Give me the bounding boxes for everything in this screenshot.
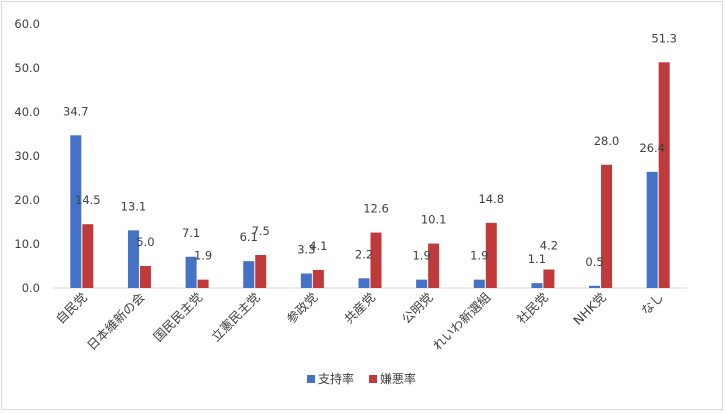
bar-dislike <box>312 269 324 288</box>
y-tick-label: 10.0 <box>14 237 40 251</box>
data-label: 10.1 <box>421 213 447 227</box>
legend: 支持率 嫌悪率 <box>307 371 416 386</box>
bar-support <box>416 279 428 288</box>
category-label: NHK党 <box>570 290 609 329</box>
data-label: 4.2 <box>540 239 558 253</box>
bar-support <box>185 256 197 288</box>
bar-support <box>531 283 543 288</box>
data-label: 28.0 <box>594 134 620 148</box>
bar-dislike <box>197 279 209 288</box>
category-label: 参政党 <box>283 290 320 327</box>
y-tick-label: 0.0 <box>22 281 40 295</box>
y-tick-label: 60.0 <box>14 17 40 31</box>
legend-label: 支持率 <box>318 371 354 386</box>
bar-dislike <box>428 243 440 288</box>
legend-swatch <box>369 375 377 383</box>
data-label: 2.2 <box>355 247 373 261</box>
bar-dislike <box>601 164 613 288</box>
data-label: 14.8 <box>478 192 504 206</box>
legend-swatch <box>307 375 315 383</box>
bar-dislike <box>658 62 670 288</box>
bar-support <box>358 278 370 288</box>
data-label: 1.9 <box>470 249 488 263</box>
data-label: 7.5 <box>252 224 270 238</box>
bar-support <box>243 261 255 288</box>
data-label: 7.1 <box>182 226 200 240</box>
category-label: 社民党 <box>514 290 551 327</box>
y-tick-label: 20.0 <box>14 193 40 207</box>
data-label: 13.1 <box>121 199 147 213</box>
y-axis-ticks: 0.0 10.0 20.0 30.0 40.0 50.0 60.0 <box>14 17 40 295</box>
data-label: 4.1 <box>309 239 327 253</box>
y-tick-label: 40.0 <box>14 105 40 119</box>
bar-dislike <box>139 266 151 288</box>
data-label: 34.7 <box>63 104 89 118</box>
category-label: 国民民主党 <box>150 290 205 345</box>
bar-dislike <box>255 255 267 288</box>
bars-group <box>70 62 670 288</box>
data-label: 12.6 <box>363 202 389 216</box>
bar-support <box>70 135 82 288</box>
category-label: れいわ新選組 <box>430 290 494 354</box>
data-label: 3.3 <box>297 242 315 256</box>
category-label: 共産党 <box>341 290 378 327</box>
bar-support <box>127 230 139 288</box>
data-label: 1.1 <box>528 252 546 266</box>
data-labels-group: 34.7 13.1 7.1 6.1 3.3 2.2 1.9 1.9 1.1 0.5 26.4 14.5… <box>63 31 677 269</box>
bar-dislike <box>485 222 497 288</box>
bar-support <box>646 171 658 288</box>
data-label: 0.5 <box>585 255 603 269</box>
data-label: 26.4 <box>639 141 665 155</box>
data-label: 1.9 <box>194 249 212 263</box>
data-label: 5.0 <box>136 235 154 249</box>
data-label: 14.5 <box>75 193 101 207</box>
category-label: 自民党 <box>53 290 90 327</box>
bar-support <box>300 273 312 288</box>
y-tick-label: 50.0 <box>14 61 40 75</box>
bar-support <box>589 285 601 288</box>
category-label: 日本維新の会 <box>84 289 148 353</box>
legend-label: 嫌悪率 <box>380 371 416 386</box>
category-label: 立憲民主党 <box>208 290 263 345</box>
data-label: 51.3 <box>651 31 677 45</box>
y-tick-label: 30.0 <box>14 149 40 163</box>
bar-dislike <box>370 232 382 288</box>
data-label: 1.9 <box>412 249 430 263</box>
category-label: 公明党 <box>399 290 436 327</box>
category-label: なし <box>638 290 666 318</box>
bar-support <box>473 279 485 288</box>
bar-dislike <box>543 269 555 288</box>
bar-dislike <box>82 224 94 288</box>
data-label: 6.1 <box>240 230 258 244</box>
